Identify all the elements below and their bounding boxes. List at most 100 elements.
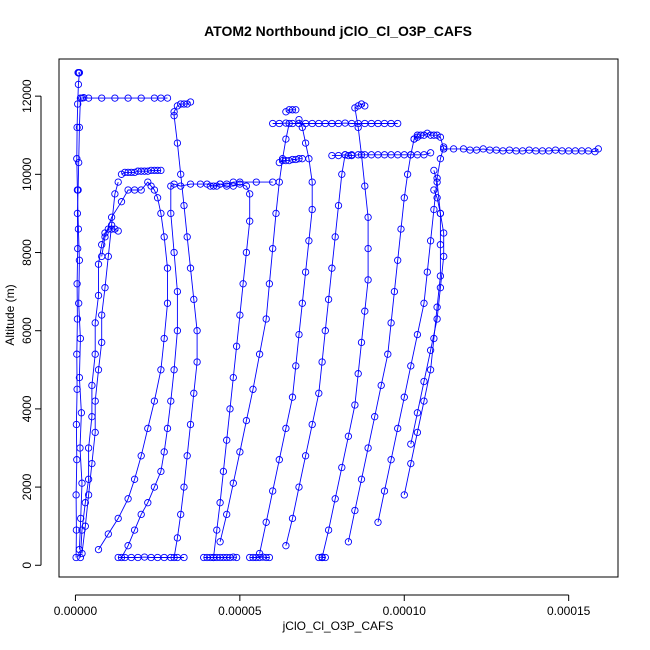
data-point (137, 94, 145, 102)
series-line (377, 146, 445, 523)
series-25 (407, 186, 448, 448)
data-point (318, 553, 326, 562)
data-point (173, 534, 182, 542)
data-point (209, 553, 218, 562)
data-point (130, 475, 139, 483)
chart-title: ATOM2 Northbound jClO_Cl_O3P_CAFS (204, 23, 472, 39)
data-point (186, 98, 195, 106)
y-axis-label: Altitude (m) (3, 284, 17, 345)
data-point (433, 303, 441, 311)
series-8 (117, 166, 165, 178)
data-point (75, 158, 83, 167)
data-point (440, 252, 448, 261)
data-point (74, 80, 83, 89)
data-point (81, 522, 89, 530)
data-point (73, 123, 81, 132)
y-tick-label: 0 (20, 562, 34, 569)
series-line (210, 183, 251, 558)
data-point (219, 467, 228, 476)
data-point (229, 373, 237, 382)
data-point (364, 213, 372, 221)
data-point (252, 178, 260, 186)
data-point (170, 553, 178, 562)
series-11 (206, 180, 254, 562)
data-point (318, 358, 326, 366)
data-point (167, 209, 175, 218)
data-point (282, 542, 290, 550)
data-point (114, 178, 122, 186)
data-point (331, 495, 339, 503)
data-point (170, 366, 178, 374)
series-line (285, 154, 352, 546)
data-point (216, 499, 224, 507)
data-point (72, 491, 80, 499)
data-point (407, 151, 415, 159)
data-point (144, 178, 152, 186)
data-point (91, 319, 99, 327)
data-point (436, 209, 445, 218)
data-point (84, 444, 93, 452)
data-point (351, 401, 359, 409)
data-point (157, 166, 165, 175)
data-point (272, 209, 280, 218)
data-point (190, 295, 198, 304)
data-point (394, 424, 402, 433)
data-point (76, 444, 84, 452)
y-tick-label: 12000 (20, 79, 34, 113)
data-point (440, 145, 448, 153)
data-point (190, 389, 198, 397)
data-point (377, 381, 385, 390)
data-point (344, 538, 353, 546)
data-point (177, 182, 185, 190)
data-point (242, 416, 251, 425)
data-point (183, 452, 191, 460)
data-point (91, 428, 99, 437)
data-point (114, 227, 122, 235)
data-point (390, 287, 399, 296)
data-point (265, 553, 274, 562)
data-point (232, 342, 241, 350)
data-point (292, 362, 300, 370)
data-point (177, 170, 185, 178)
data-point (144, 499, 152, 507)
data-point (72, 553, 80, 562)
y-tick-label: 10000 (20, 157, 34, 191)
data-point (394, 256, 402, 264)
data-point (328, 264, 336, 272)
data-point (400, 194, 408, 202)
data-point (94, 291, 103, 300)
y-tick-label: 2000 (20, 473, 34, 500)
data-point (84, 475, 93, 483)
x-tick-label: 0.00005 (218, 604, 262, 618)
data-point (124, 495, 132, 503)
series-6 (114, 553, 188, 562)
data-point (94, 260, 103, 268)
data-point (331, 233, 339, 241)
series-line (75, 97, 168, 558)
data-point (236, 178, 244, 186)
data-point (426, 346, 435, 354)
data-point (400, 393, 408, 401)
data-point (430, 186, 438, 194)
data-point (101, 233, 109, 241)
data-point (193, 327, 201, 335)
data-point (295, 330, 303, 339)
data-point (321, 553, 329, 562)
data-point (426, 149, 435, 157)
data-point (371, 413, 379, 421)
x-tick-label: 0.00000 (54, 604, 98, 618)
data-point (236, 448, 244, 456)
data-point (338, 463, 346, 472)
data-point (364, 444, 372, 452)
series-line (410, 189, 445, 445)
series-line (279, 158, 303, 163)
data-point (111, 94, 119, 102)
data-point (163, 94, 172, 102)
data-point (73, 456, 81, 464)
series-7 (94, 178, 172, 554)
data-point (236, 311, 244, 319)
series-22 (344, 131, 422, 546)
data-point (153, 166, 162, 175)
data-point (81, 499, 89, 507)
